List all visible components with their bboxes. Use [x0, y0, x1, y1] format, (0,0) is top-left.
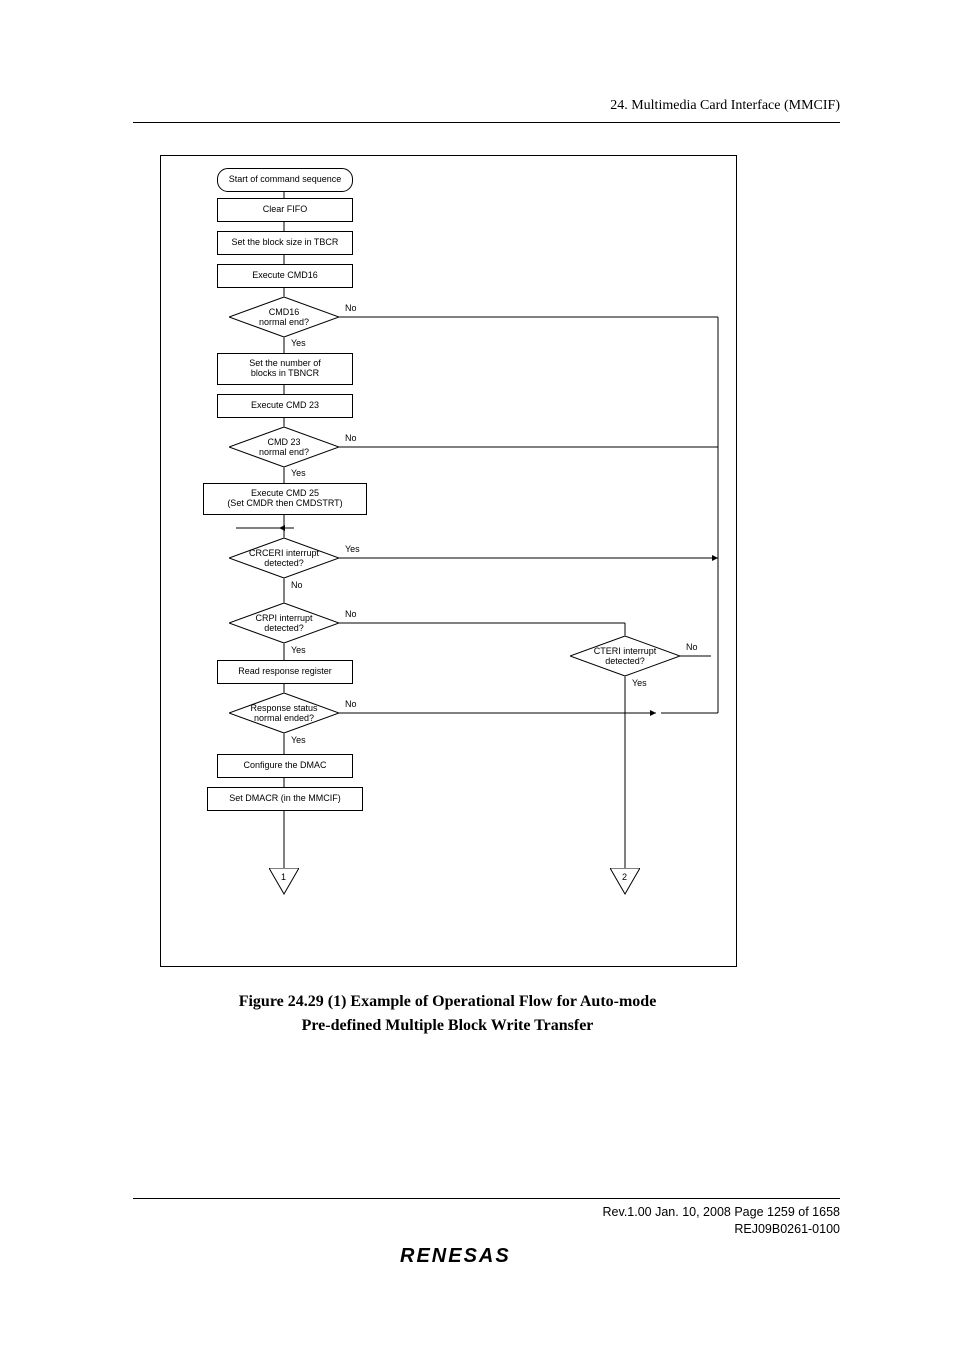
node-dmac: Configure the DMAC [217, 754, 353, 778]
node-clear-fifo: Clear FIFO [217, 198, 353, 222]
header-rule [133, 122, 840, 123]
node-cmd16-label: Execute CMD16 [252, 271, 318, 281]
cmd16-yes: Yes [291, 338, 306, 348]
cmd23-yes: Yes [291, 468, 306, 478]
cmd16-no: No [345, 303, 357, 313]
node-clear-fifo-label: Clear FIFO [263, 205, 308, 215]
decision-cmd23-label: CMD 23 normal end? [253, 437, 315, 457]
node-cmd16: Execute CMD16 [217, 264, 353, 288]
cteri-yes: Yes [632, 678, 647, 688]
connector-1-label: 1 [281, 872, 286, 882]
footer-rule [133, 1198, 840, 1199]
crceri-no: No [291, 580, 303, 590]
header-section-text: 24. Multimedia Card Interface (MMCIF) [610, 98, 840, 114]
node-tbcr: Set the block size in TBCR [217, 231, 353, 255]
crpi-no: No [345, 609, 357, 619]
decision-cteri-label: CTERI interrupt detected? [587, 646, 663, 666]
cteri-no: No [686, 642, 698, 652]
decision-crpi-label: CRPI interrupt detected? [248, 613, 320, 633]
resp-yes: Yes [291, 735, 306, 745]
crceri-yes: Yes [345, 544, 360, 554]
node-tbncr: Set the number of blocks in TBNCR [217, 353, 353, 385]
cmd23-no: No [345, 433, 357, 443]
footer-text: Rev.1.00 Jan. 10, 2008 Page 1259 of 1658… [603, 1204, 840, 1238]
node-dmac-label: Configure the DMAC [243, 761, 326, 771]
page: 24. Multimedia Card Interface (MMCIF) [0, 0, 954, 1350]
node-tbncr-label: Set the number of blocks in TBNCR [249, 359, 321, 379]
node-start-label: Start of command sequence [229, 175, 342, 185]
resp-no: No [345, 699, 357, 709]
node-cmd23-label: Execute CMD 23 [251, 401, 319, 411]
node-readresp: Read response register [217, 660, 353, 684]
node-dmacr-label: Set DMACR (in the MMCIF) [229, 794, 341, 804]
node-cmd23: Execute CMD 23 [217, 394, 353, 418]
node-readresp-label: Read response register [238, 667, 332, 677]
footer-line1: Rev.1.00 Jan. 10, 2008 Page 1259 of 1658 [603, 1205, 840, 1219]
decision-cmd16-label: CMD16 normal end? [253, 307, 315, 327]
flowchart-frame: Start of command sequence Clear FIFO Set… [160, 155, 737, 967]
renesas-logo: RENESAS [400, 1245, 511, 1268]
connector-2-label: 2 [622, 872, 627, 882]
figure-caption: Figure 24.29 (1) Example of Operational … [160, 990, 735, 1038]
node-cmd25: Execute CMD 25 (Set CMDR then CMDSTRT) [203, 483, 367, 515]
decision-crceri-label: CRCERI interrupt detected? [244, 548, 324, 568]
node-start: Start of command sequence [217, 168, 353, 192]
node-dmacr: Set DMACR (in the MMCIF) [207, 787, 363, 811]
decision-resp-label: Response status normal ended? [244, 703, 324, 723]
caption-line1: Figure 24.29 (1) Example of Operational … [239, 993, 657, 1010]
node-tbcr-label: Set the block size in TBCR [232, 238, 339, 248]
node-cmd25-label: Execute CMD 25 (Set CMDR then CMDSTRT) [227, 489, 342, 509]
crpi-yes: Yes [291, 645, 306, 655]
caption-line2: Pre-defined Multiple Block Write Transfe… [302, 1017, 594, 1034]
footer-line2: REJ09B0261-0100 [734, 1222, 840, 1236]
